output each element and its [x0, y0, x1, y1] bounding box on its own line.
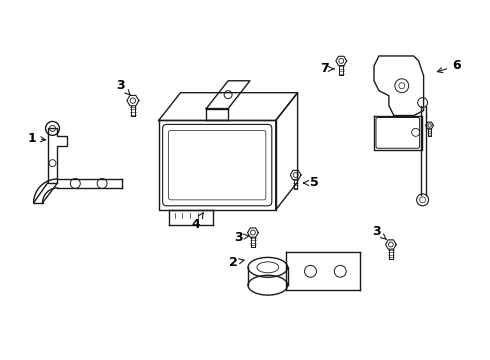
Text: 2: 2	[229, 256, 244, 269]
Text: 1: 1	[27, 132, 46, 145]
Text: 7: 7	[320, 62, 334, 75]
Text: 5: 5	[304, 176, 319, 189]
Text: 6: 6	[438, 59, 461, 73]
Text: 4: 4	[191, 213, 203, 231]
Text: 3: 3	[373, 225, 386, 239]
Text: 3: 3	[117, 79, 130, 95]
Text: 3: 3	[234, 231, 249, 244]
